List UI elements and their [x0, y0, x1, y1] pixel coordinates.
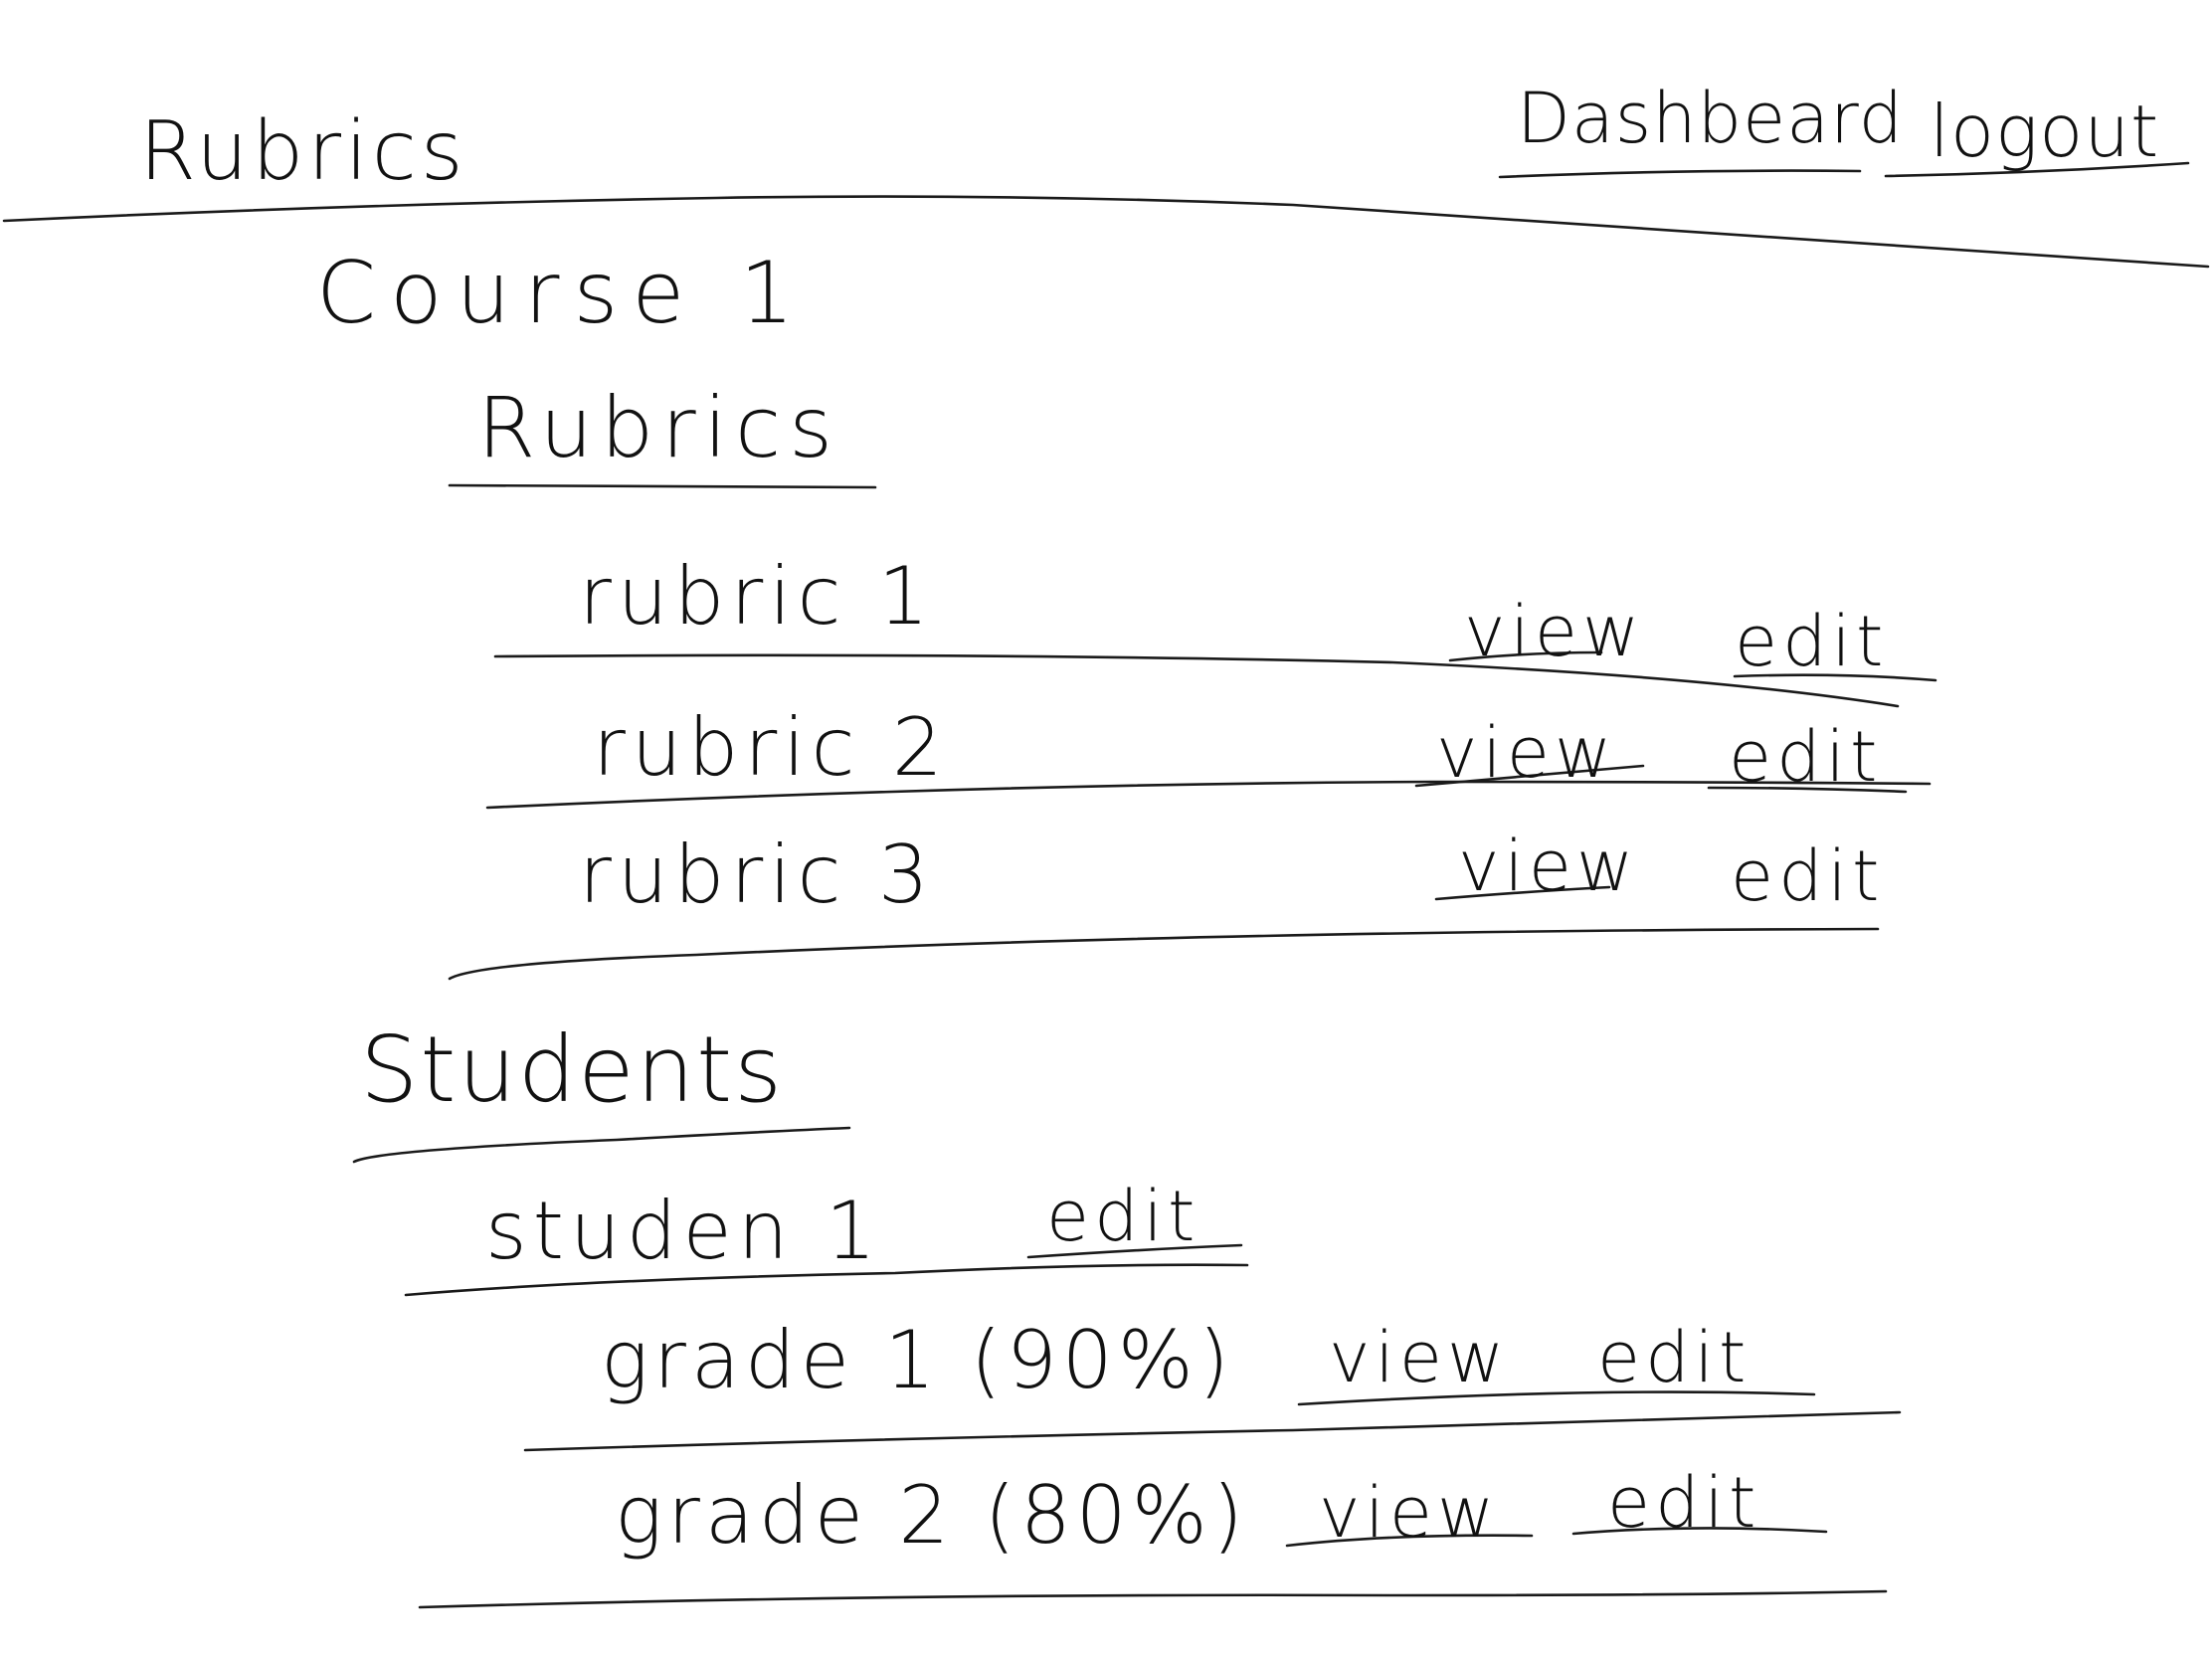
app-title: Rubrics: [139, 104, 467, 199]
rubric-item-2-view-link[interactable]: view: [1436, 712, 1617, 794]
students-heading-underline: [352, 1126, 851, 1164]
grade-2-label[interactable]: grade 2 (80%): [615, 1469, 1248, 1562]
rubrics-section-heading: Rubrics: [477, 379, 840, 476]
grade-1-label[interactable]: grade 1 (90%): [601, 1314, 1234, 1406]
grade-1-view-link[interactable]: view: [1329, 1317, 1510, 1398]
course-title: Course 1: [316, 244, 809, 343]
rubric-section-end-rule: [448, 927, 1880, 981]
rubric-item-2-edit-link[interactable]: edit: [1729, 716, 1883, 798]
rubric-item-1-edit-link[interactable]: edit: [1735, 601, 1889, 682]
dashboard-link[interactable]: Dashbeard: [1517, 78, 1905, 159]
student-1-edit-link[interactable]: edit: [1046, 1176, 1200, 1257]
grade-1-separator: [523, 1410, 1902, 1452]
rubrics-heading-underline: [448, 483, 877, 489]
dashboard-underline: [1498, 169, 1862, 179]
students-section-heading: Students: [360, 1016, 785, 1123]
rubric-item-3-view-link[interactable]: view: [1458, 826, 1639, 907]
rubric-1-separator: [493, 653, 1900, 708]
rubric-item-2-name[interactable]: rubric 2: [593, 701, 949, 794]
rubric-item-1-name[interactable]: rubric 1: [579, 550, 935, 643]
rubric-item-3-name[interactable]: rubric 3: [579, 829, 935, 921]
grade-2-edit-link[interactable]: edit: [1607, 1462, 1761, 1544]
rubric-item-1-view-link[interactable]: view: [1464, 591, 1645, 672]
grade-1-edit-link[interactable]: edit: [1597, 1317, 1751, 1398]
grade-2-view-link[interactable]: view: [1319, 1472, 1500, 1554]
student-1-name[interactable]: studen 1: [485, 1185, 882, 1277]
rubric-item-3-edit-link[interactable]: edit: [1731, 835, 1885, 917]
students-section-end-rule: [418, 1589, 1888, 1609]
logout-link[interactable]: logout: [1930, 90, 2160, 173]
